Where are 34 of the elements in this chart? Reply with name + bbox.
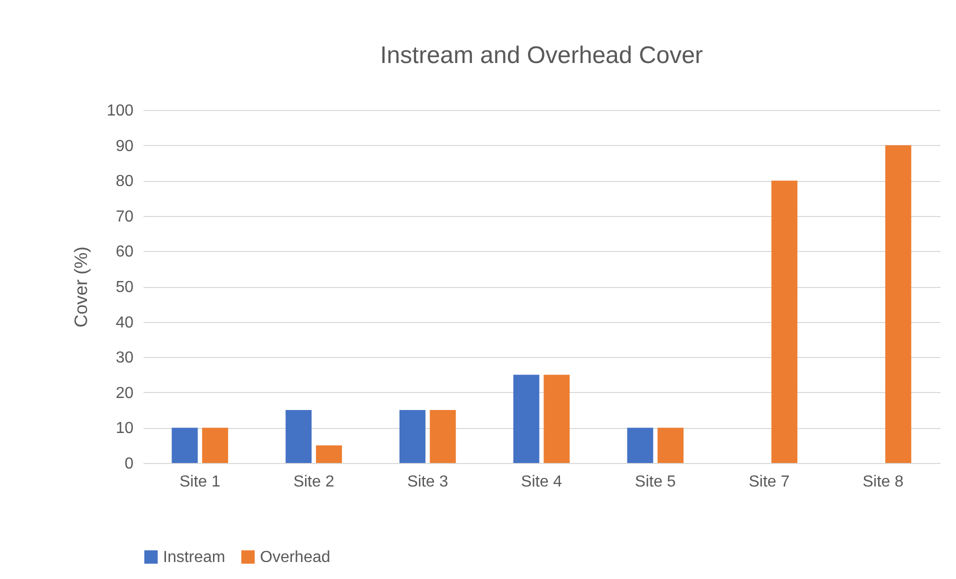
- y-tick-label: 30: [116, 350, 134, 367]
- y-tick-label: 90: [116, 138, 134, 155]
- x-tick-label: Site 4: [521, 474, 562, 490]
- y-tick-label: 20: [116, 384, 134, 402]
- chart-title: Instream and Overhead Cover: [380, 42, 703, 69]
- legend-label: Instream: [163, 549, 226, 566]
- bar: [399, 410, 426, 463]
- y-tick-label: 100: [106, 102, 134, 120]
- bar: [544, 374, 570, 463]
- y-tick-label: 60: [116, 244, 134, 261]
- y-tick-label: 40: [116, 314, 134, 332]
- bar: [316, 445, 342, 463]
- bar: [172, 428, 198, 463]
- y-axis-title: Cover (%): [70, 246, 91, 328]
- x-tick-label: Site 3: [407, 474, 448, 490]
- bar: [286, 410, 312, 463]
- bar: [513, 374, 540, 463]
- bar: [885, 145, 912, 463]
- x-tick-label: Site 8: [862, 474, 904, 490]
- bar: [627, 428, 654, 463]
- y-tick-label: 70: [116, 208, 134, 226]
- bar: [202, 428, 228, 463]
- bar: [430, 410, 456, 463]
- x-tick-label: Site 1: [179, 474, 220, 490]
- legend-label: Overhead: [260, 549, 330, 566]
- bar: [658, 428, 684, 463]
- y-tick-label: 80: [116, 173, 134, 190]
- y-tick-label: 10: [116, 420, 134, 438]
- y-tick-label: 0: [124, 456, 134, 472]
- x-tick-label: Site 7: [748, 474, 790, 490]
- x-tick-label: Site 5: [634, 474, 676, 490]
- x-tick-label: Site 2: [293, 474, 334, 490]
- bar: [771, 180, 798, 463]
- y-tick-label: 50: [116, 279, 134, 296]
